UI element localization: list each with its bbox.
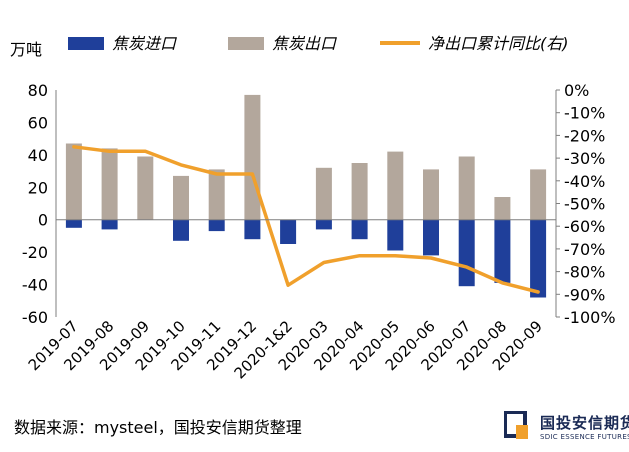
legend-label-2: 净出口累计同比(右) bbox=[428, 34, 569, 53]
chart: 焦炭进口 焦炭出口 净出口累计同比(右) 万吨 80 60 40 20 0 -20 -40 -60… bbox=[10, 34, 616, 382]
y-left-tick-label: 80 bbox=[28, 81, 48, 100]
y-left-tick-label: -60 bbox=[22, 308, 48, 327]
bar-export-11 bbox=[458, 156, 475, 220]
bar-import-1 bbox=[101, 219, 118, 230]
y-right-tick-label: -80% bbox=[564, 263, 605, 282]
bar-import-3 bbox=[173, 219, 189, 241]
y-right-tick-label: -20% bbox=[564, 126, 605, 145]
x-ticks: 2019-072019-082019-092019-102019-112019-… bbox=[25, 317, 546, 382]
y-right-tick-label: -100% bbox=[564, 308, 616, 327]
legend-swatch-0 bbox=[68, 37, 104, 50]
y-right-tick-label: -10% bbox=[564, 104, 605, 123]
bar-import-5 bbox=[244, 219, 261, 240]
bar-export-0 bbox=[65, 143, 82, 220]
bar-export-10 bbox=[423, 169, 439, 220]
y-right-tick-label: -30% bbox=[564, 149, 605, 168]
y-right-tick-label: -90% bbox=[564, 285, 605, 304]
y-right-ticks: 0% -10% -20% -30% -40% -50% -60% -70% -80% -90% -1… bbox=[556, 81, 616, 327]
y-left-ticks: 80 60 40 20 0 -20 -40 -60 bbox=[22, 81, 48, 327]
bar-export-8 bbox=[351, 163, 368, 220]
y-left-tick-label: -40 bbox=[22, 276, 48, 295]
bar-import-9 bbox=[387, 219, 404, 251]
legend: 焦炭进口 焦炭出口 净出口累计同比(右) bbox=[68, 34, 569, 53]
bar-import-13 bbox=[530, 219, 547, 298]
logo-name-cn: 国投安信期货 bbox=[540, 414, 629, 432]
bar-export-12 bbox=[494, 197, 511, 220]
y-left-unit-label: 万吨 bbox=[10, 40, 42, 59]
bar-export-3 bbox=[173, 175, 189, 220]
logo-mark-icon bbox=[504, 411, 528, 439]
bar-import-7 bbox=[315, 219, 332, 230]
bar-export-9 bbox=[387, 151, 404, 220]
legend-label-1: 焦炭出口 bbox=[272, 34, 337, 53]
bar-import-0 bbox=[65, 219, 82, 228]
bar-import-6 bbox=[280, 219, 297, 244]
y-right-tick-label: -50% bbox=[564, 195, 605, 214]
bar-export-2 bbox=[137, 156, 154, 220]
bar-import-4 bbox=[208, 219, 225, 232]
bar-export-4 bbox=[208, 169, 225, 220]
y-right-tick-label: 0% bbox=[564, 81, 589, 100]
bar-export-7 bbox=[315, 167, 332, 220]
bar-import-11 bbox=[458, 219, 475, 287]
y-right-tick-label: -60% bbox=[564, 217, 605, 236]
legend-label-0: 焦炭进口 bbox=[112, 34, 177, 53]
line-series bbox=[72, 145, 540, 294]
bar-export-13 bbox=[530, 169, 547, 220]
bar-export-5 bbox=[244, 94, 261, 220]
line-net-export-yoy bbox=[72, 145, 540, 294]
y-left-tick-label: 40 bbox=[28, 146, 48, 165]
axes bbox=[55, 90, 557, 317]
y-left-tick-label: 20 bbox=[28, 178, 48, 197]
y-right-tick-label: -40% bbox=[564, 172, 605, 191]
bar-export-1 bbox=[101, 148, 118, 220]
company-logo: 国投安信期货 SDIC ESSENCE FUTURES bbox=[500, 408, 629, 448]
bar-import-8 bbox=[351, 219, 368, 240]
y-right-tick-label: -70% bbox=[564, 240, 605, 259]
y-left-tick-label: 60 bbox=[28, 113, 48, 132]
y-left-tick-label: -20 bbox=[22, 243, 48, 262]
logo-name-en: SDIC ESSENCE FUTURES bbox=[540, 433, 629, 441]
source-note: 数据来源：mysteel，国投安信期货整理 bbox=[14, 418, 302, 437]
bars bbox=[65, 94, 547, 298]
bar-import-10 bbox=[423, 219, 439, 256]
y-left-tick-label: 0 bbox=[38, 211, 48, 230]
bar-import-12 bbox=[494, 219, 511, 283]
legend-swatch-1 bbox=[228, 37, 264, 50]
